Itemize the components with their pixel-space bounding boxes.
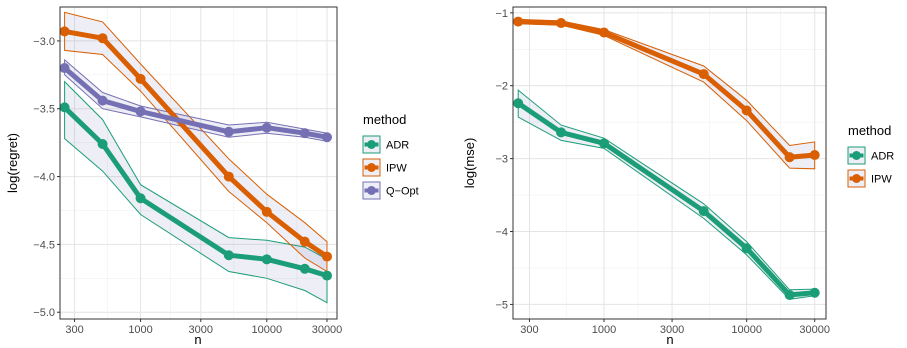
point-ipw xyxy=(59,26,70,37)
y-tick-label: −3 xyxy=(495,154,508,166)
x-tick-label: 300 xyxy=(65,324,83,336)
legend-label-adr: ADR xyxy=(386,140,409,152)
y-tick-label: −1 xyxy=(495,8,508,20)
y-axis-ticks: −5 −4 −3 −2 −1 xyxy=(495,8,513,311)
x-tick-label: 300 xyxy=(520,324,538,336)
point-q-opt xyxy=(135,106,146,117)
y-tick-label: −3.0 xyxy=(33,36,55,48)
point-adr xyxy=(223,250,234,261)
x-tick-label: 30000 xyxy=(799,324,830,336)
point-ipw xyxy=(223,171,234,182)
point-ipw xyxy=(698,69,709,80)
legend-title: method xyxy=(848,123,891,138)
series-points xyxy=(59,26,333,281)
legend-dot-ipw xyxy=(852,174,861,183)
series-points xyxy=(513,16,820,300)
point-adr xyxy=(261,254,272,265)
x-axis-title: n xyxy=(194,332,201,347)
x-tick-label: 10000 xyxy=(251,324,282,336)
point-adr xyxy=(322,270,333,281)
x-tick-label: 30000 xyxy=(312,324,343,336)
x-tick-label: 3000 xyxy=(660,324,684,336)
legend-dot-adr xyxy=(852,151,861,160)
x-tick-label: 1000 xyxy=(592,324,616,336)
point-adr xyxy=(741,243,752,254)
y-tick-label: −4.0 xyxy=(33,172,55,184)
point-ipw xyxy=(97,33,108,44)
point-adr xyxy=(135,193,146,204)
grid xyxy=(513,7,826,319)
legend: method ADR IPW xyxy=(847,123,894,188)
x-tick-label: 3000 xyxy=(189,324,213,336)
point-q-opt xyxy=(97,95,108,106)
point-ipw xyxy=(599,27,610,38)
point-adr xyxy=(97,139,108,150)
point-ipw xyxy=(261,206,272,217)
point-ipw xyxy=(741,105,752,116)
x-axis-ticks: 300 1000 3000 10000 30000 xyxy=(65,319,342,336)
point-ipw xyxy=(556,18,567,29)
point-q-opt xyxy=(322,132,333,143)
x-axis-title: n xyxy=(666,332,673,347)
y-tick-label: −3.5 xyxy=(33,104,55,116)
legend: method ADR IPW Q−Opt xyxy=(362,112,419,200)
plot-border xyxy=(512,6,827,320)
y-axis-title: log(mse) xyxy=(462,138,477,189)
point-adr xyxy=(556,127,567,138)
point-q-opt xyxy=(223,126,234,137)
plot-border xyxy=(59,6,338,320)
x-axis-ticks: 300 1000 3000 10000 30000 xyxy=(520,319,830,336)
legend-title: method xyxy=(363,112,406,127)
point-q-opt xyxy=(261,122,272,133)
point-adr xyxy=(299,263,310,274)
point-q-opt xyxy=(59,63,70,74)
point-adr xyxy=(809,287,820,298)
y-axis-ticks: −5.0 −4.5 −4.0 −3.5 −3.0 xyxy=(33,36,60,319)
y-axis-title: log(regret) xyxy=(5,133,20,193)
y-tick-label: −2 xyxy=(495,81,508,93)
legend-label-ipw: IPW xyxy=(871,174,892,186)
point-ipw xyxy=(322,251,333,262)
point-ipw xyxy=(135,73,146,84)
point-ipw xyxy=(513,16,524,27)
legend-label-adr: ADR xyxy=(871,151,894,163)
legend-dot-adr xyxy=(367,140,376,149)
legend-label-ipw: IPW xyxy=(386,163,407,175)
point-ipw xyxy=(784,152,795,163)
y-tick-label: −4 xyxy=(495,227,508,239)
legend-label-q-opt: Q−Opt xyxy=(386,186,419,198)
mse-panel: 300 1000 3000 10000 30000 −5 −4 −3 −2 −1 n log(m… xyxy=(462,6,894,347)
y-tick-label: −4.5 xyxy=(33,239,55,251)
y-tick-label: −5.0 xyxy=(33,307,55,319)
point-adr xyxy=(513,98,524,109)
point-adr xyxy=(784,289,795,300)
y-tick-label: −5 xyxy=(495,299,508,311)
band-adr xyxy=(64,80,328,304)
point-adr xyxy=(698,206,709,217)
regret-panel: 300 1000 3000 10000 30000 −5.0 −4.5 −4.0 −3.5 −3… xyxy=(5,6,419,347)
legend-dot-q-opt xyxy=(367,186,376,195)
point-adr xyxy=(59,102,70,113)
x-tick-label: 1000 xyxy=(128,324,152,336)
point-ipw xyxy=(299,236,310,247)
point-ipw xyxy=(809,149,820,160)
point-adr xyxy=(599,138,610,149)
x-tick-label: 10000 xyxy=(731,324,762,336)
legend-dot-ipw xyxy=(367,163,376,172)
point-q-opt xyxy=(299,128,310,139)
